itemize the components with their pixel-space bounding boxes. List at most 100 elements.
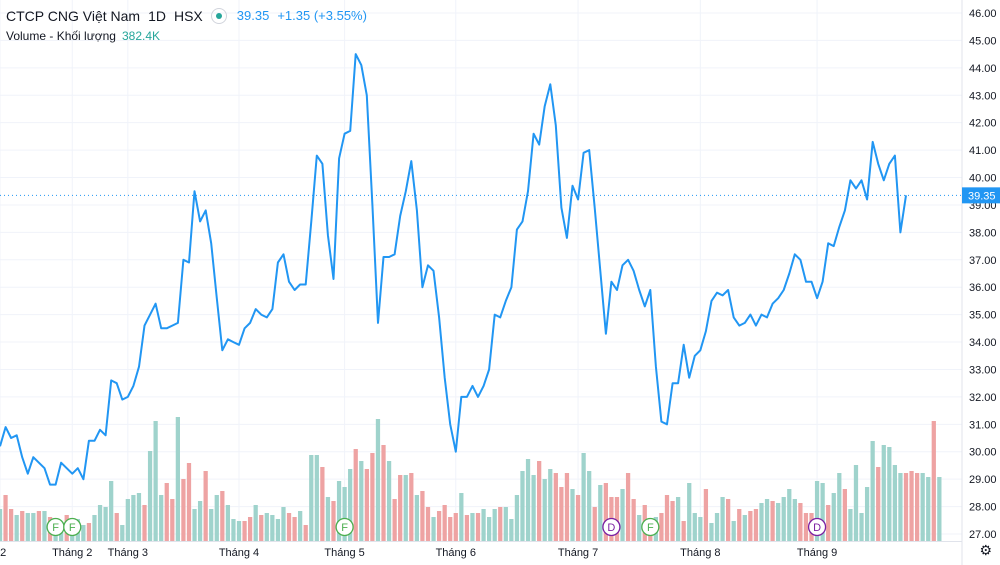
volume-bar xyxy=(86,523,92,541)
volume-bar xyxy=(781,497,786,541)
volume-bar xyxy=(853,465,859,541)
volume-bar xyxy=(759,503,764,541)
price-change-value: +1.35 (+3.55%) xyxy=(277,8,367,23)
price-tick-label: 30.00 xyxy=(969,447,997,459)
volume-bar xyxy=(764,499,770,541)
volume-bar xyxy=(364,469,369,541)
volume-bar xyxy=(598,485,603,541)
volume-bar xyxy=(870,441,875,541)
volume-bar xyxy=(542,479,547,541)
volume-bar xyxy=(464,515,470,541)
price-tick-label: 45.00 xyxy=(969,35,997,47)
volume-bar xyxy=(837,473,842,541)
price-tick-label: 32.00 xyxy=(969,392,997,404)
volume-bar xyxy=(270,515,275,541)
volume-bar xyxy=(136,493,142,541)
price-tick-label: 44.00 xyxy=(969,63,997,75)
volume-bar xyxy=(109,481,114,541)
volume-bar xyxy=(848,509,853,541)
volume-bar xyxy=(197,501,203,541)
volume-bar xyxy=(909,471,914,541)
volume-bar xyxy=(203,471,208,541)
volume-bar xyxy=(3,495,8,541)
volume-bar xyxy=(153,421,158,541)
volume-bar xyxy=(325,497,331,541)
volume-bar xyxy=(425,507,431,541)
market-status-dot-icon[interactable] xyxy=(210,8,227,24)
volume-bar xyxy=(637,515,642,541)
volume-bar xyxy=(548,469,553,541)
event-marker: F xyxy=(641,517,660,537)
volume-bar xyxy=(309,455,314,541)
volume-bar xyxy=(292,517,297,541)
volume-bar xyxy=(453,513,458,541)
volume-bar xyxy=(36,511,42,541)
interval-label[interactable]: 1D xyxy=(148,8,166,24)
volume-bar xyxy=(414,495,420,541)
volume-bar xyxy=(142,505,147,541)
volume-bar xyxy=(481,509,486,541)
volume-bar xyxy=(625,473,631,541)
volume-bar xyxy=(748,511,753,541)
volume-bar xyxy=(409,473,414,541)
price-tick-label: 37.00 xyxy=(969,255,997,267)
volume-bar xyxy=(486,517,492,541)
volume-bar xyxy=(731,521,736,541)
legend-volume-row: Volume - Khối lượng 382.4K xyxy=(6,26,367,46)
volume-bar xyxy=(587,471,592,541)
event-marker: F xyxy=(63,517,82,537)
volume-bar xyxy=(792,499,797,541)
volume-bar xyxy=(275,519,281,541)
volume-bar xyxy=(892,465,898,541)
volume-bar xyxy=(531,475,536,541)
last-price-tag-label: 39.35 xyxy=(968,190,996,202)
event-marker: D xyxy=(807,517,827,537)
volume-bar xyxy=(348,469,353,541)
event-marker-circle xyxy=(641,517,660,537)
volume-bar xyxy=(225,505,231,541)
price-tick-label: 41.00 xyxy=(969,145,997,157)
volume-bar xyxy=(286,513,292,541)
volume-bar xyxy=(931,421,936,541)
volume-bar xyxy=(370,453,375,541)
volume-bar xyxy=(826,505,831,541)
volume-bar xyxy=(125,499,130,541)
price-tick-label: 36.00 xyxy=(969,282,997,294)
volume-bar xyxy=(281,507,286,541)
time-tick-label: 2022 xyxy=(0,547,6,559)
volume-label[interactable]: Volume - Khối lượng xyxy=(6,29,116,43)
volume-bar xyxy=(259,515,264,541)
volume-bar xyxy=(253,505,258,541)
last-price-tag xyxy=(962,187,1000,204)
symbol-name: CTCP CNG Việt Nam xyxy=(6,8,141,24)
price-tick-label: 27.00 xyxy=(969,529,997,541)
volume-bar xyxy=(787,489,792,541)
volume-bar xyxy=(342,487,347,541)
volume-bar xyxy=(520,471,525,541)
volume-bar xyxy=(503,507,508,541)
volume-bar xyxy=(431,517,436,541)
time-tick-label: Tháng 2 xyxy=(52,547,92,559)
volume-bar xyxy=(753,509,759,541)
volume-bar xyxy=(714,513,720,541)
volume-bar xyxy=(459,493,464,541)
volume-bar xyxy=(175,417,180,541)
volume-bar xyxy=(159,495,164,541)
volume-bar xyxy=(170,499,175,541)
time-tick-label: Tháng 5 xyxy=(324,547,364,559)
event-marker-label: F xyxy=(341,522,348,534)
volume-bar xyxy=(575,495,581,541)
price-tick-label: 31.00 xyxy=(969,419,997,431)
volume-bar xyxy=(776,503,781,541)
volume-bar xyxy=(247,517,253,541)
event-marker-circle xyxy=(807,517,827,537)
volume-bar xyxy=(514,495,520,541)
volume-bar xyxy=(20,511,25,541)
volume-bar xyxy=(114,513,119,541)
volume-bar xyxy=(937,477,942,541)
gear-icon[interactable]: ⚙ xyxy=(979,542,992,558)
volume-bar xyxy=(814,481,820,541)
volume-bar xyxy=(381,445,386,541)
volume-bar xyxy=(264,513,269,541)
